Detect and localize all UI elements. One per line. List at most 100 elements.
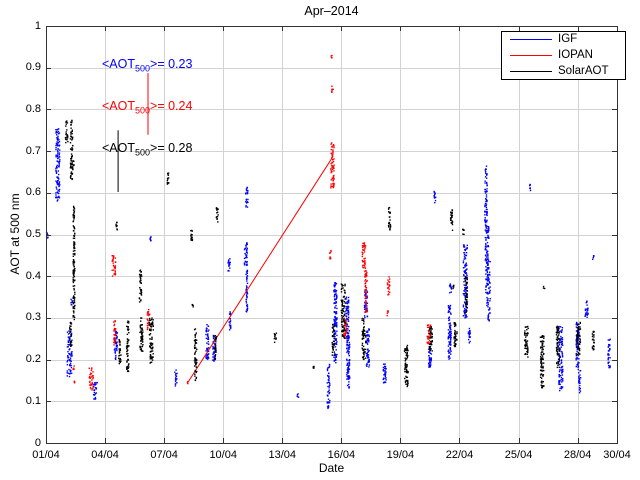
data-point (558, 359, 561, 361)
data-point (608, 344, 611, 346)
data-point (206, 324, 208, 326)
data-point (214, 348, 216, 350)
data-point (331, 162, 334, 164)
data-point (333, 351, 336, 353)
data-point (243, 257, 246, 260)
data-point (484, 180, 486, 182)
data-point (348, 348, 350, 350)
data-point (335, 292, 337, 294)
data-point (120, 354, 122, 356)
data-point (366, 353, 369, 356)
data-point (127, 364, 130, 366)
data-point (543, 362, 545, 364)
data-point (433, 195, 435, 197)
data-point (456, 338, 458, 341)
data-point (128, 363, 130, 365)
data-point (366, 352, 368, 354)
data-point (462, 293, 465, 295)
data-point (465, 283, 467, 285)
data-point (577, 340, 579, 342)
data-point (404, 368, 406, 371)
data-point (405, 383, 407, 385)
data-point (56, 166, 58, 168)
data-point (389, 226, 392, 228)
data-point (385, 379, 387, 381)
data-point (556, 366, 559, 369)
data-point (128, 320, 130, 323)
y-tick-label: 1 (34, 19, 41, 32)
data-point (585, 302, 587, 304)
data-point (148, 308, 150, 311)
data-point (152, 346, 154, 348)
data-point (127, 338, 129, 341)
data-point (126, 361, 128, 363)
data-point (126, 360, 128, 362)
data-point (365, 280, 368, 283)
data-point (362, 345, 365, 348)
data-point (463, 275, 465, 277)
data-point (275, 338, 277, 340)
data-point (148, 328, 151, 330)
data-point (73, 207, 75, 209)
data-point (591, 335, 594, 338)
data-point (447, 336, 450, 338)
data-point (149, 329, 152, 331)
data-point (208, 329, 210, 331)
data-point (328, 392, 330, 395)
data-point (485, 244, 487, 246)
data-point (90, 384, 93, 386)
legend-item-solaraot: SolarAOT (502, 64, 625, 79)
data-point (462, 262, 465, 264)
data-point (71, 166, 74, 168)
data-point (345, 327, 347, 329)
data-point (126, 326, 129, 328)
data-point (55, 168, 57, 170)
data-point (70, 364, 72, 367)
data-point (465, 314, 467, 316)
data-point (361, 347, 363, 349)
data-point (466, 247, 468, 250)
data-point (363, 350, 365, 352)
data-point (464, 302, 467, 304)
data-point (213, 359, 216, 361)
data-point (333, 325, 335, 328)
data-point (72, 220, 75, 222)
data-point (330, 169, 332, 171)
data-point (586, 316, 588, 318)
data-point (246, 308, 248, 311)
data-point (139, 331, 141, 334)
data-point (194, 344, 196, 346)
data-point (115, 223, 117, 225)
data-point (151, 336, 153, 338)
data-point (578, 376, 580, 378)
data-point (364, 348, 367, 351)
data-point (556, 351, 558, 353)
data-point (118, 360, 121, 363)
data-point (341, 285, 343, 287)
data-point (388, 226, 390, 228)
data-point (344, 283, 346, 286)
data-point (542, 353, 545, 355)
data-point (558, 380, 560, 382)
data-point (336, 353, 338, 356)
data-point (146, 328, 149, 331)
data-point (575, 322, 578, 325)
data-point (194, 340, 196, 342)
data-point (91, 375, 93, 377)
data-point (140, 337, 142, 339)
data-point (70, 341, 73, 343)
data-point (58, 173, 60, 176)
data-point (71, 148, 74, 150)
data-point (447, 345, 450, 347)
data-point (332, 323, 334, 326)
data-point (579, 370, 582, 372)
data-point (71, 355, 73, 357)
data-point (333, 311, 335, 313)
data-point (336, 321, 338, 324)
data-point (561, 342, 563, 345)
data-point (387, 224, 390, 227)
data-point (57, 135, 59, 138)
data-point (541, 345, 543, 347)
y-tick-label: 0 (34, 436, 41, 449)
data-point (541, 358, 543, 360)
